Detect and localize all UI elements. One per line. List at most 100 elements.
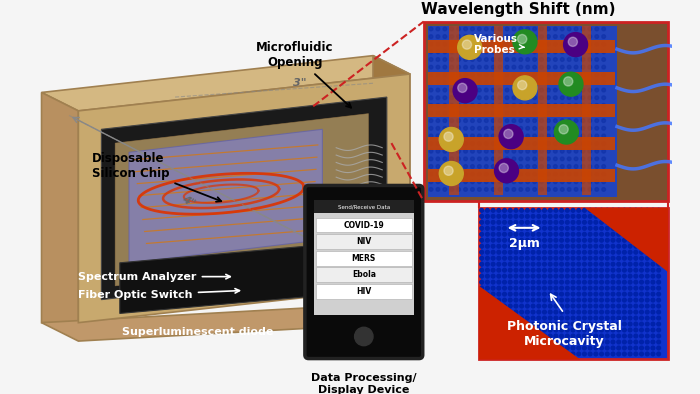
Circle shape [595,157,598,161]
Circle shape [491,310,495,314]
Circle shape [497,250,500,254]
Circle shape [602,35,606,38]
Text: MERS: MERS [351,254,376,263]
Circle shape [600,238,603,242]
Circle shape [514,274,518,278]
Circle shape [651,286,654,290]
Circle shape [634,274,638,278]
Circle shape [629,244,632,248]
Circle shape [554,188,557,191]
Circle shape [548,298,552,302]
Circle shape [355,327,373,346]
Circle shape [508,208,512,212]
Circle shape [571,274,575,278]
Circle shape [571,227,575,230]
Circle shape [520,274,524,278]
Circle shape [611,268,615,272]
Circle shape [512,134,516,138]
Circle shape [484,157,488,161]
Circle shape [547,172,550,176]
Circle shape [526,316,529,320]
Circle shape [571,221,575,224]
Circle shape [514,298,518,302]
Circle shape [595,119,598,123]
Circle shape [577,280,580,284]
Circle shape [514,256,518,260]
Circle shape [531,262,535,266]
Circle shape [520,221,524,224]
Circle shape [588,165,592,168]
Circle shape [606,310,609,314]
Circle shape [505,188,509,191]
Circle shape [450,165,454,168]
FancyBboxPatch shape [316,251,412,266]
Circle shape [542,250,546,254]
Circle shape [480,268,484,272]
Circle shape [617,340,620,344]
Circle shape [457,149,461,153]
Circle shape [548,262,552,266]
Circle shape [594,268,598,272]
Circle shape [526,126,530,130]
Circle shape [526,328,529,332]
Circle shape [645,340,649,344]
Circle shape [470,81,475,84]
FancyBboxPatch shape [428,40,615,53]
Circle shape [513,30,537,54]
Circle shape [588,81,592,84]
Circle shape [651,346,654,350]
Circle shape [498,88,502,92]
Circle shape [577,208,580,212]
Circle shape [617,292,620,296]
Circle shape [634,208,638,212]
Circle shape [491,280,495,284]
Circle shape [512,180,516,184]
Circle shape [443,96,447,100]
Circle shape [561,188,564,191]
Circle shape [443,73,447,76]
Circle shape [531,221,535,224]
Circle shape [645,322,649,326]
FancyBboxPatch shape [316,284,412,299]
Circle shape [554,104,557,107]
Circle shape [574,58,578,61]
Circle shape [622,352,626,356]
Circle shape [480,244,484,248]
Circle shape [645,214,649,218]
Circle shape [595,188,598,191]
Circle shape [554,346,558,350]
Circle shape [547,165,550,168]
Circle shape [554,142,557,145]
Circle shape [645,238,649,242]
Circle shape [443,43,447,46]
Circle shape [547,81,550,84]
Circle shape [588,188,592,191]
Circle shape [531,352,535,356]
Circle shape [622,256,626,260]
FancyBboxPatch shape [316,218,412,232]
Circle shape [508,322,512,326]
Circle shape [480,328,484,332]
Circle shape [436,165,440,168]
Circle shape [508,298,512,302]
Circle shape [450,88,454,92]
Circle shape [602,142,606,145]
Circle shape [547,104,550,107]
Circle shape [595,165,598,168]
Circle shape [491,111,495,115]
Circle shape [547,111,550,115]
Circle shape [537,322,540,326]
Circle shape [505,96,509,100]
Circle shape [498,157,502,161]
Circle shape [657,221,661,224]
Circle shape [503,292,506,296]
Circle shape [554,111,557,115]
Circle shape [514,227,518,230]
Circle shape [531,286,535,290]
Circle shape [526,149,530,153]
Circle shape [622,322,626,326]
Circle shape [491,208,495,212]
Circle shape [486,316,489,320]
Circle shape [582,268,587,272]
Circle shape [560,268,564,272]
